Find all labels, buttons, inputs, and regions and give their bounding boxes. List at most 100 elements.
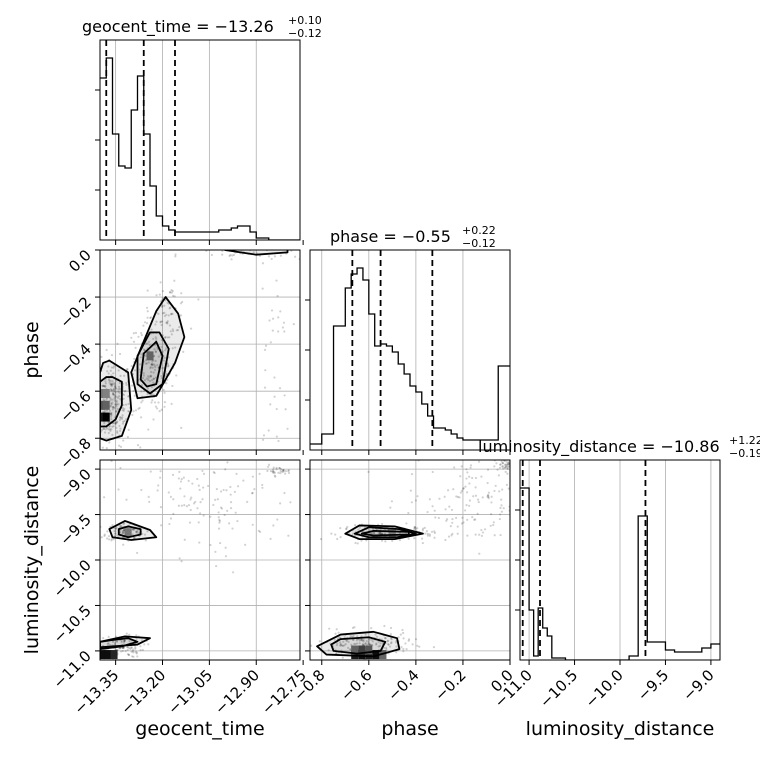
sample-point	[282, 470, 285, 473]
sample-point	[135, 652, 138, 655]
density-cell	[365, 650, 373, 660]
sample-point	[229, 501, 233, 504]
sample-point	[114, 391, 117, 394]
sample-point	[108, 538, 111, 541]
contour-line	[139, 340, 164, 388]
contour-line	[316, 630, 401, 658]
sample-point	[497, 474, 500, 477]
sample-point	[215, 488, 218, 491]
sample-point	[364, 642, 367, 646]
sample-point	[161, 289, 165, 293]
sample-point	[149, 375, 152, 378]
sample-point	[474, 476, 478, 480]
sample-point	[117, 388, 120, 391]
sample-point	[132, 389, 135, 393]
sample-point	[123, 639, 126, 642]
title-phase-minus: −0.12	[462, 237, 496, 250]
sample-point	[236, 519, 239, 523]
title-luminosity-distance: luminosity_distance = −10.86 +1.22 −0.19	[478, 434, 760, 460]
sample-point	[148, 500, 151, 503]
sample-point	[151, 366, 154, 369]
sample-point	[287, 471, 291, 475]
density-cell	[100, 650, 106, 660]
sample-point	[145, 342, 148, 345]
sample-point	[139, 356, 142, 359]
sample-point	[390, 641, 393, 644]
sample-point	[273, 255, 277, 258]
sample-point	[152, 377, 155, 380]
sample-point	[187, 479, 190, 483]
sample-point	[272, 470, 275, 473]
title-phase-main: phase = −0.55	[330, 227, 451, 246]
sample-point	[147, 340, 151, 343]
sample-point	[504, 466, 507, 469]
sample-point	[166, 362, 169, 366]
sample-point	[356, 635, 359, 638]
sample-point	[345, 639, 348, 643]
sample-point	[384, 540, 387, 543]
sample-point	[261, 438, 265, 441]
sample-point	[283, 491, 286, 495]
sample-point	[384, 637, 387, 640]
sample-point	[110, 374, 113, 377]
sample-point	[340, 644, 344, 647]
sample-point	[483, 528, 487, 531]
sample-point	[133, 528, 136, 531]
sample-point	[135, 634, 138, 637]
sample-point	[480, 528, 483, 532]
sample-point	[284, 472, 287, 475]
sample-point	[451, 532, 454, 535]
sample-point	[473, 518, 476, 521]
sample-point	[468, 482, 471, 485]
sample-point	[267, 465, 270, 468]
sample-point	[110, 383, 113, 386]
sample-point	[261, 287, 264, 290]
sample-point	[159, 470, 162, 473]
sample-point	[347, 640, 350, 643]
sample-point	[132, 648, 135, 651]
sample-point	[402, 631, 405, 635]
sample-point	[126, 435, 129, 439]
sample-point	[115, 405, 118, 408]
sample-point	[388, 645, 392, 648]
density-cell	[100, 400, 106, 410]
sample-point	[102, 636, 105, 640]
sample-point	[383, 646, 386, 649]
sample-point	[284, 408, 287, 411]
panel-content	[100, 40, 300, 240]
ylabel-phase: phase	[21, 321, 43, 378]
sample-point	[447, 535, 451, 538]
sample-point	[127, 653, 131, 657]
sample-point	[122, 646, 125, 649]
sample-point	[135, 530, 138, 533]
sample-point	[358, 526, 361, 529]
sample-point	[142, 372, 145, 375]
sample-point	[202, 472, 206, 475]
sample-point	[151, 360, 154, 363]
sample-point	[132, 536, 136, 540]
sample-point	[141, 377, 145, 380]
sample-point	[161, 312, 165, 315]
sample-point	[166, 301, 169, 304]
sample-point	[281, 326, 285, 329]
sample-point	[119, 416, 122, 419]
sample-point	[134, 369, 137, 372]
sample-point	[150, 379, 154, 382]
panel-content	[310, 460, 510, 660]
sample-point	[121, 530, 124, 533]
sample-point	[154, 350, 157, 354]
sample-point	[387, 643, 390, 646]
sample-point	[174, 255, 177, 258]
sample-point	[480, 475, 483, 478]
sample-point	[472, 495, 475, 498]
sample-point	[104, 380, 107, 383]
sample-point	[114, 527, 117, 530]
sample-point	[166, 320, 169, 323]
sample-point	[115, 527, 118, 530]
sample-point	[275, 279, 278, 282]
sample-point	[261, 262, 265, 265]
sample-point	[152, 354, 156, 358]
sample-point	[474, 486, 477, 489]
sample-point	[272, 468, 275, 471]
sample-point	[111, 524, 114, 527]
